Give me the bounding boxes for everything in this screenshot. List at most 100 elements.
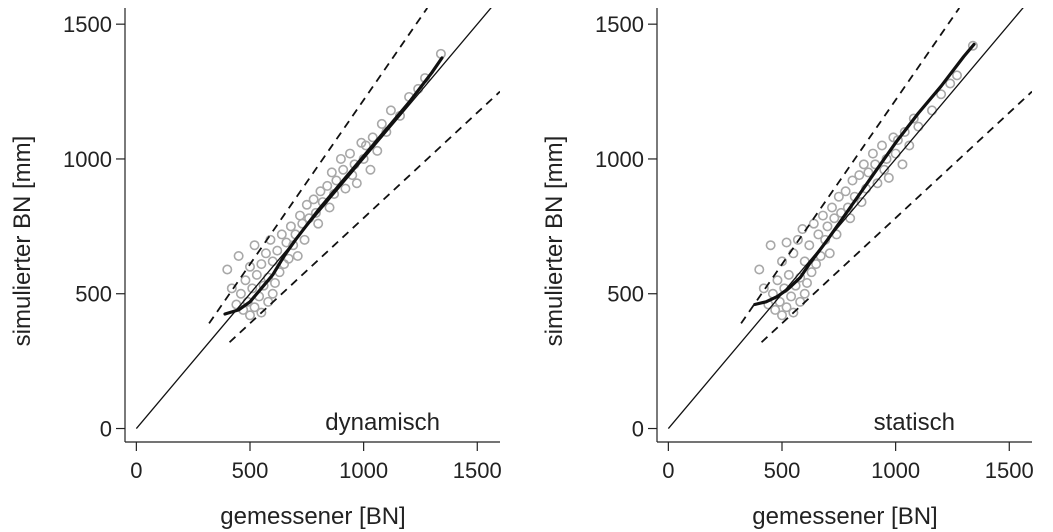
data-point <box>876 140 887 151</box>
data-point <box>799 288 810 299</box>
data-point <box>786 291 797 302</box>
data-point <box>754 264 765 275</box>
data-point <box>256 259 267 270</box>
data-point <box>315 186 326 197</box>
data-point <box>776 310 787 321</box>
panel-statisch: gemessener [BN] simulierter BN [mm] 0 500… <box>541 8 1034 530</box>
data-point <box>890 148 901 159</box>
data-point <box>251 269 262 280</box>
data-point <box>245 310 256 321</box>
data-point <box>833 191 844 202</box>
data-point <box>240 275 251 286</box>
data-point <box>772 275 783 286</box>
y-axis-label: simulierter BN [mm] <box>9 136 36 347</box>
upper-bound-line <box>208 8 429 324</box>
data-point <box>351 178 362 189</box>
data-point <box>245 261 256 272</box>
data-point <box>322 180 333 191</box>
data-point <box>310 207 321 218</box>
data-point <box>967 40 978 51</box>
data-point <box>367 132 378 143</box>
data-point <box>783 269 794 280</box>
data-point <box>758 283 769 294</box>
data-point <box>788 307 799 318</box>
data-point <box>781 302 792 313</box>
data-point <box>249 302 260 313</box>
identity-line <box>135 8 492 429</box>
data-point <box>811 259 822 270</box>
data-point <box>781 237 792 248</box>
data-point <box>267 288 278 299</box>
x-tick-label: 0 <box>662 458 674 483</box>
data-point <box>272 245 283 256</box>
data-point <box>840 186 851 197</box>
y-tick-label: 1000 <box>595 147 644 172</box>
data-point <box>267 256 278 267</box>
data-point <box>945 78 956 89</box>
x-tick-label: 500 <box>232 458 269 483</box>
x-tick-label: 1500 <box>985 458 1034 483</box>
data-point <box>829 213 840 224</box>
data-point <box>926 105 937 116</box>
data-point <box>826 202 837 213</box>
data-point <box>813 229 824 240</box>
data-point <box>372 145 383 156</box>
data-point <box>376 118 387 129</box>
x-tick-label: 500 <box>764 458 801 483</box>
data-point <box>801 277 812 288</box>
data-point <box>299 234 310 245</box>
data-point <box>335 153 346 164</box>
y-axis-label: simulierter BN [mm] <box>541 136 568 347</box>
y-tick-label: 0 <box>632 417 644 442</box>
data-point <box>285 221 296 232</box>
data-point <box>804 240 815 251</box>
data-point <box>847 175 858 186</box>
data-point <box>808 218 819 229</box>
data-point <box>269 277 280 288</box>
data-point <box>913 121 924 132</box>
data-point <box>858 159 869 170</box>
data-point <box>817 210 828 221</box>
data-point <box>276 229 287 240</box>
y-tick-label: 500 <box>607 282 644 307</box>
data-point <box>256 307 267 318</box>
data-point <box>951 70 962 81</box>
plot-area <box>135 8 500 429</box>
lower-bound-line <box>228 90 500 343</box>
data-point <box>313 218 324 229</box>
lower-bound-line <box>760 90 1032 343</box>
y-tick-label: 1000 <box>63 147 112 172</box>
data-point <box>263 296 274 307</box>
plot-area <box>667 8 1032 429</box>
x-tick-label: 0 <box>130 458 142 483</box>
data-point <box>863 167 874 178</box>
data-point <box>936 89 947 100</box>
data-point <box>872 178 883 189</box>
upper-bound-line <box>740 8 961 324</box>
data-point <box>283 253 294 264</box>
data-point <box>904 140 915 151</box>
fit-curve <box>753 42 976 307</box>
data-point <box>770 304 781 315</box>
data-point <box>301 199 312 210</box>
data-point <box>879 164 890 175</box>
data-point <box>856 197 867 208</box>
y-tick-label: 0 <box>100 417 112 442</box>
data-point <box>892 135 903 146</box>
x-tick-label: 1000 <box>339 458 388 483</box>
identity-line <box>667 8 1024 429</box>
data-point <box>385 105 396 116</box>
data-point <box>338 164 349 175</box>
data-point <box>294 210 305 221</box>
data-point <box>233 251 244 262</box>
data-point <box>235 288 246 299</box>
data-point <box>822 221 833 232</box>
data-point <box>260 248 271 259</box>
data-point <box>806 267 817 278</box>
panel-dynamisch: gemessener [BN] simulierter BN [mm] 0 500… <box>9 8 502 530</box>
data-point <box>360 140 371 151</box>
fit-curve <box>223 56 444 316</box>
data-point <box>824 248 835 259</box>
data-point <box>792 234 803 245</box>
